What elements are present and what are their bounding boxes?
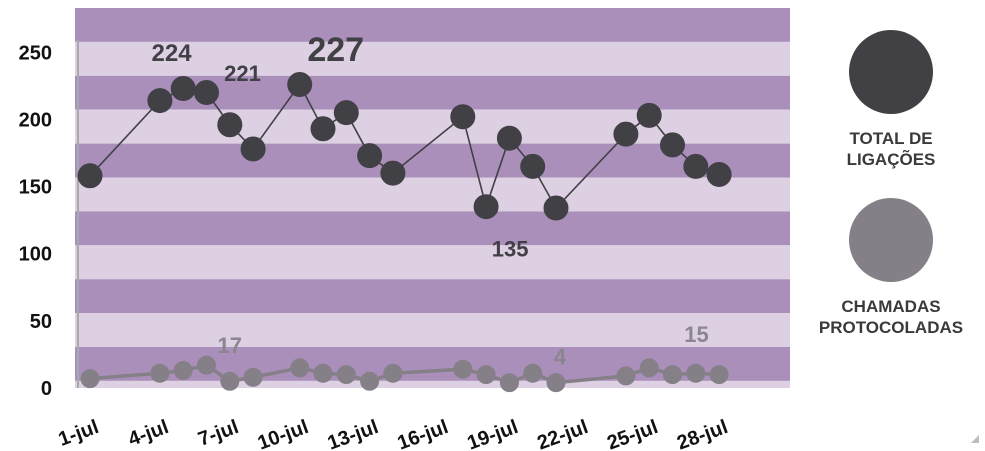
data-point — [77, 163, 103, 189]
data-point — [173, 361, 193, 381]
legend-item-total: TOTAL DE LIGAÇÕES — [806, 30, 976, 170]
data-point — [453, 359, 473, 379]
data-point — [473, 194, 499, 220]
data-point — [660, 132, 685, 158]
data-point — [543, 195, 569, 221]
data-point — [616, 366, 636, 386]
data-point — [639, 358, 659, 378]
data-point — [194, 80, 219, 106]
data-point — [290, 358, 310, 378]
data-point — [220, 371, 240, 391]
data-point — [520, 153, 546, 179]
data-label: 227 — [307, 31, 364, 69]
data-point — [383, 363, 403, 383]
data-point — [360, 371, 380, 391]
data-point — [287, 71, 313, 97]
x-tick-label: 1-jul — [56, 416, 102, 451]
data-point — [496, 125, 522, 151]
band — [75, 8, 790, 42]
background-bands — [75, 8, 790, 388]
data-label: 17 — [218, 333, 242, 358]
legend-swatch-total — [849, 30, 933, 114]
y-tick-label: 250 — [19, 42, 52, 64]
series-protocoladas — [80, 355, 729, 393]
corner-mark — [971, 435, 979, 443]
band — [75, 41, 790, 76]
data-point — [450, 104, 476, 130]
data-label: 135 — [492, 237, 529, 262]
x-tick-label: 19-jul — [464, 416, 521, 451]
data-label: 15 — [684, 322, 708, 347]
data-label: 4 — [554, 345, 567, 370]
y-tick-label: 200 — [19, 109, 52, 131]
y-tick-label: 0 — [41, 378, 52, 400]
x-tick-label: 22-jul — [534, 416, 591, 451]
x-tick-label: 16-jul — [395, 416, 452, 451]
data-point — [217, 112, 243, 138]
band — [75, 380, 790, 388]
data-point — [310, 116, 336, 142]
data-point — [197, 355, 216, 375]
data-point — [313, 363, 333, 383]
x-axis-ticks: 1-jul 4-jul 7-jul 10-jul 13-jul 16-jul 19-jul 2… — [56, 416, 731, 451]
data-point — [706, 161, 732, 187]
series-total — [77, 71, 732, 221]
data-point — [147, 88, 173, 114]
x-tick-label: 10-jul — [255, 416, 312, 451]
band — [75, 245, 790, 280]
data-point — [636, 102, 662, 128]
legend-label-protocoladas: CHAMADAS PROTOCOLADAS — [818, 297, 964, 337]
x-tick-label: 13-jul — [325, 416, 382, 451]
data-point — [546, 373, 566, 393]
legend-item-protocoladas: CHAMADAS PROTOCOLADAS — [806, 198, 976, 338]
data-point — [170, 76, 196, 102]
band — [75, 313, 790, 347]
data-point — [499, 373, 519, 393]
data-point — [333, 100, 359, 126]
legend-label-total: TOTAL DE LIGAÇÕES — [846, 129, 936, 169]
data-point — [380, 160, 406, 186]
data-point — [613, 121, 639, 147]
data-point — [683, 153, 709, 179]
data-label: 221 — [224, 61, 261, 86]
x-tick-label: 7-jul — [195, 416, 241, 451]
data-point — [240, 136, 266, 162]
y-tick-label: 100 — [19, 244, 52, 266]
data-point — [150, 363, 170, 383]
data-point — [243, 367, 263, 387]
x-tick-label: 4-jul — [125, 416, 171, 451]
series-layer — [77, 71, 732, 393]
x-tick-label: 25-jul — [604, 416, 661, 451]
y-axis-ticks: 0 50 100 150 200 250 — [19, 42, 52, 400]
y-tick-label: 150 — [19, 177, 52, 199]
band — [75, 279, 790, 314]
band — [75, 177, 790, 212]
data-point — [357, 143, 383, 169]
y-tick-label: 50 — [30, 311, 52, 333]
data-point — [663, 365, 682, 385]
data-point — [686, 363, 706, 383]
x-tick-label: 28-jul — [674, 416, 731, 451]
data-label: 224 — [152, 40, 193, 67]
legend-swatch-protocoladas — [849, 198, 933, 282]
data-point — [709, 365, 729, 385]
band — [75, 211, 790, 246]
data-point — [336, 365, 356, 385]
data-labels: 224 221 227 135 17 4 15 — [152, 31, 709, 369]
data-point — [476, 365, 496, 385]
data-point — [80, 369, 100, 389]
data-point — [523, 363, 543, 383]
